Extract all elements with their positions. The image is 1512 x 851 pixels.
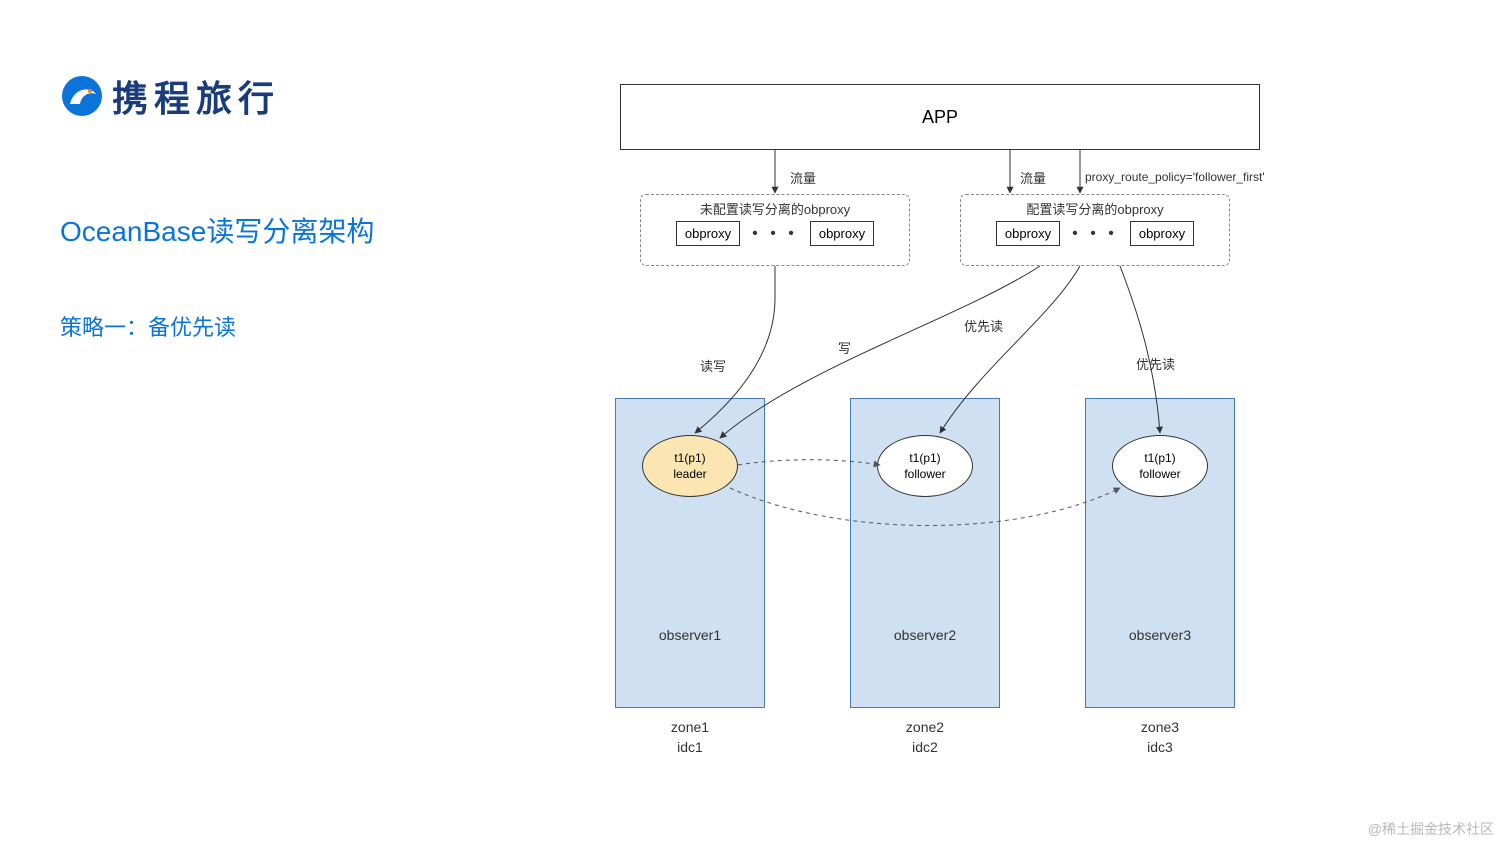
partition-role: follower xyxy=(1139,466,1180,482)
zone-label-2: zone2 idc2 xyxy=(850,718,1000,757)
edge-label-traffic-1: 流量 xyxy=(790,168,816,187)
proxy-group-items: obproxy • • • obproxy xyxy=(641,221,909,246)
partition-id: t1(p1) xyxy=(909,450,940,466)
observer-label: observer3 xyxy=(1129,627,1191,643)
dolphin-icon xyxy=(60,74,104,118)
edge-label-write: 写 xyxy=(838,338,851,357)
watermark: @稀土掘金技术社区 xyxy=(1368,819,1494,839)
brand-text: 携程旅行 xyxy=(112,70,280,122)
partition-follower: t1(p1) follower xyxy=(1112,435,1208,497)
idc-name: idc2 xyxy=(850,738,1000,758)
architecture-diagram: APP proxy_route_policy='follower_first' … xyxy=(580,68,1300,768)
obproxy-box: obproxy xyxy=(996,221,1060,246)
obproxy-box: obproxy xyxy=(810,221,874,246)
edge-label-read-pref-1: 优先读 xyxy=(964,316,1003,335)
slide-subheading: 策略一：备优先读 xyxy=(60,310,236,342)
partition-id: t1(p1) xyxy=(1144,450,1175,466)
edge-label-traffic-2: 流量 xyxy=(1020,168,1046,187)
partition-follower: t1(p1) follower xyxy=(877,435,973,497)
partition-role: follower xyxy=(904,466,945,482)
partition-id: t1(p1) xyxy=(674,450,705,466)
obproxy-box: obproxy xyxy=(676,221,740,246)
observer-label: observer1 xyxy=(659,627,721,643)
proxy-group-title: 配置读写分离的obproxy xyxy=(1026,199,1163,218)
ellipsis-icon: • • • xyxy=(1072,225,1118,243)
zone-name: zone2 xyxy=(850,718,1000,738)
obproxy-box: obproxy xyxy=(1130,221,1194,246)
partition-role: leader xyxy=(673,466,706,482)
partition-leader: t1(p1) leader xyxy=(642,435,738,497)
proxy-group-unconfigured: 未配置读写分离的obproxy obproxy • • • obproxy xyxy=(640,194,910,266)
ellipsis-icon: • • • xyxy=(752,225,798,243)
idc-name: idc1 xyxy=(615,738,765,758)
observer-label: observer2 xyxy=(894,627,956,643)
app-node: APP xyxy=(620,84,1260,150)
slide-heading: OceanBase读写分离架构 xyxy=(60,210,374,250)
zone-label-1: zone1 idc1 xyxy=(615,718,765,757)
proxy-group-title: 未配置读写分离的obproxy xyxy=(700,199,850,218)
proxy-group-configured: 配置读写分离的obproxy obproxy • • • obproxy xyxy=(960,194,1230,266)
observer-node-3: t1(p1) follower observer3 xyxy=(1085,398,1235,708)
brand-logo: 携程旅行 xyxy=(60,70,280,122)
zone-label-3: zone3 idc3 xyxy=(1085,718,1235,757)
edge-label-read-pref-2: 优先读 xyxy=(1136,354,1175,373)
zone-name: zone1 xyxy=(615,718,765,738)
proxy-group-items: obproxy • • • obproxy xyxy=(961,221,1229,246)
idc-name: idc3 xyxy=(1085,738,1235,758)
edge-label-rw: 读写 xyxy=(700,356,726,375)
observer-node-1: t1(p1) leader observer1 xyxy=(615,398,765,708)
route-policy-label: proxy_route_policy='follower_first' xyxy=(1085,170,1265,184)
zone-name: zone3 xyxy=(1085,718,1235,738)
observer-node-2: t1(p1) follower observer2 xyxy=(850,398,1000,708)
